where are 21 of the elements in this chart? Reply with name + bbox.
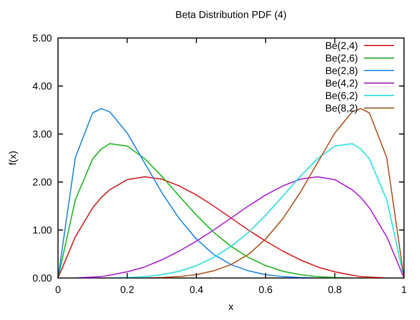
legend-label: Be(2,8) xyxy=(325,66,358,77)
y-axis-title: f(x) xyxy=(8,150,19,166)
legend-label: Be(2,4) xyxy=(325,41,358,52)
chart-title: Beta Distribution PDF (4) xyxy=(175,10,287,21)
x-tick-label: 0.6 xyxy=(258,285,273,296)
legend-label: Be(2,6) xyxy=(325,54,358,64)
x-tick-label: 0.8 xyxy=(328,285,342,296)
x-tick-label: 1 xyxy=(401,285,408,296)
legend-label: Be(6,2) xyxy=(325,91,358,102)
y-tick-label: 1.00 xyxy=(32,226,52,236)
y-tick-label: 0.00 xyxy=(32,274,52,284)
legend-label: Be(8,2) xyxy=(325,104,358,114)
y-tick-label: 4.00 xyxy=(32,82,52,92)
x-tick-label: 0.2 xyxy=(120,285,135,296)
y-tick-label: 2.00 xyxy=(32,178,52,188)
legend-label: Be(4,2) xyxy=(325,78,358,90)
y-tick-label: 3.00 xyxy=(32,130,52,140)
x-tick-label: 0 xyxy=(55,285,62,296)
y-tick-label: 5.00 xyxy=(32,34,52,44)
x-tick-label: 0.4 xyxy=(189,285,204,296)
x-axis-title: x xyxy=(228,302,234,313)
